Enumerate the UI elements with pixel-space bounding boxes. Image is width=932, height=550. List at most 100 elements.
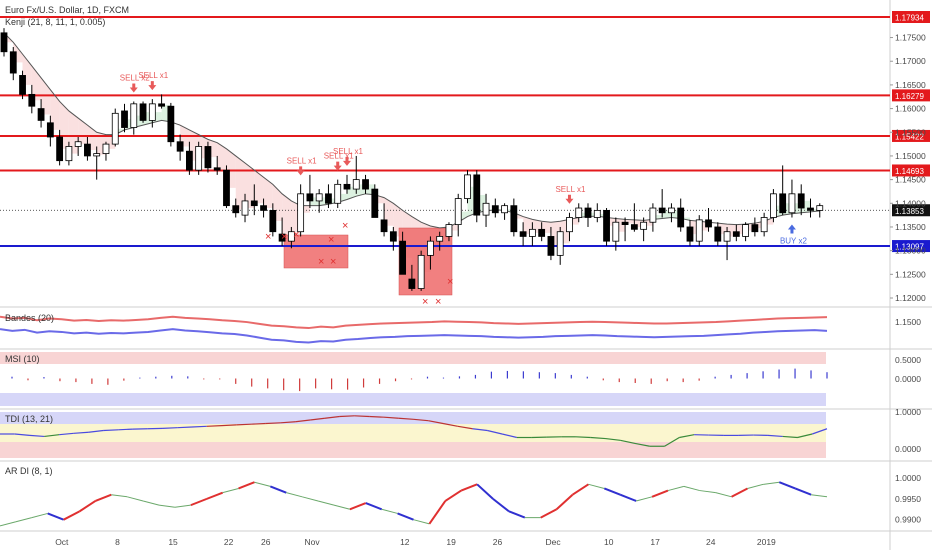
ardi-pane[interactable] <box>0 481 828 527</box>
ardi-line-segment <box>349 502 367 511</box>
msi-overbought-band <box>0 352 826 364</box>
tdi-line-segment <box>265 422 281 425</box>
ardi-line-segment <box>238 481 255 490</box>
tdi-line-segment <box>29 434 45 438</box>
candle-down <box>223 169 230 207</box>
candle-up <box>454 198 462 226</box>
kenji-cloud-segment <box>235 155 246 210</box>
kenji-cloud-segment <box>263 177 273 209</box>
price-level-tag <box>892 240 930 253</box>
kenji-cloud-segment <box>50 89 60 130</box>
ardi-line-segment <box>699 490 716 494</box>
candle-down <box>399 240 407 275</box>
tdi-line-segment <box>457 425 473 430</box>
price-tick-label: 1.13500 <box>895 222 926 232</box>
candle-down <box>84 143 91 157</box>
tdi-line-segment <box>236 423 252 426</box>
candle-up <box>528 228 536 237</box>
ardi-line-segment <box>715 492 732 498</box>
bands-pane[interactable] <box>0 315 828 344</box>
candle-down <box>797 193 805 209</box>
tdi-line-segment <box>221 424 237 427</box>
candle-up <box>445 224 453 237</box>
ardi-line-segment <box>302 496 319 502</box>
candle-down <box>56 136 64 162</box>
candle-up <box>640 221 648 230</box>
candle-down <box>306 193 314 202</box>
ardi-line-segment <box>31 512 48 519</box>
candle-down <box>807 207 814 211</box>
candle-up <box>427 240 434 256</box>
price-tick-label: 1.15500 <box>895 127 926 137</box>
price-level-value: 1.17934 <box>895 14 924 23</box>
candle-down <box>714 226 722 242</box>
pane-label-bands: Bandes (20) <box>5 313 54 323</box>
ardi-line-segment <box>317 500 335 506</box>
tdi-line-segment <box>472 428 488 432</box>
candle-up <box>65 146 73 162</box>
candle-down <box>538 228 546 237</box>
candle-down <box>167 105 175 143</box>
ardi-line-segment <box>0 521 17 527</box>
stop-mark-icon: × <box>318 256 324 268</box>
candle-down <box>260 205 267 211</box>
tdi-line-segment <box>398 417 414 420</box>
msi-pane[interactable] <box>0 352 828 406</box>
candle-up <box>556 231 564 256</box>
time-tick-label: 15 <box>168 537 178 547</box>
kenji-cloud-segment <box>346 186 357 200</box>
buy-arrow-icon <box>787 224 796 234</box>
tdi-line-segment <box>590 436 606 440</box>
candle-up <box>130 103 138 128</box>
ardi-line-segment <box>428 500 447 525</box>
ardi-line-segment <box>397 512 414 521</box>
tdi-pane[interactable] <box>0 412 828 458</box>
price-tick-label: 1.17000 <box>895 56 926 66</box>
ardi-line-segment <box>555 493 574 511</box>
tdi-line-segment <box>812 428 828 435</box>
stop-mark-icon: × <box>422 296 428 308</box>
candle-up <box>464 174 471 199</box>
candle-down <box>204 146 212 169</box>
ardi-line-segment <box>365 502 383 511</box>
tdi-line-segment <box>679 434 695 439</box>
ardi-line-segment <box>811 494 828 498</box>
candle-down <box>371 188 379 218</box>
candle-down <box>510 205 518 233</box>
ardi-line-segment <box>636 496 653 502</box>
candle-down <box>46 122 54 138</box>
msi-tick-label: 0.5000 <box>895 355 921 365</box>
kenji-cloud-segment <box>31 65 42 101</box>
ardi-line-segment <box>270 485 287 494</box>
candle-up <box>816 205 824 211</box>
candle-up <box>723 231 731 242</box>
candle-down <box>0 32 8 53</box>
tdi-line-segment <box>324 415 340 419</box>
ardi-line-segment <box>413 519 430 525</box>
candle-down <box>269 209 277 233</box>
price-level-value: 1.16279 <box>895 92 924 101</box>
tdi-line-segment <box>310 417 325 421</box>
time-tick-label: 8 <box>115 537 120 547</box>
candle-up <box>566 217 573 233</box>
indicator-label: Kenji (21, 8, 11, 1, 0.005) <box>5 17 105 27</box>
tdi-line-segment <box>797 433 813 439</box>
ardi-line-segment <box>683 485 700 492</box>
candle-up <box>770 193 777 218</box>
signal-label: SELL x2 <box>120 73 150 82</box>
candle-down <box>362 179 369 190</box>
ardi-line-segment <box>492 498 510 513</box>
msi-oversold-band <box>0 393 826 406</box>
ardi-line-segment <box>206 491 224 500</box>
pane-label-ardi: AR DI (8, 1) <box>5 466 53 476</box>
candle-down <box>751 224 759 233</box>
time-tick-label: 24 <box>706 537 716 547</box>
time-tick-label: 10 <box>604 537 614 547</box>
tdi-line-segment <box>280 421 296 424</box>
candle-up <box>695 219 703 242</box>
price-level-tag <box>892 11 930 23</box>
ardi-line-segment <box>381 508 398 514</box>
price-tick-label: 1.13000 <box>895 246 926 256</box>
